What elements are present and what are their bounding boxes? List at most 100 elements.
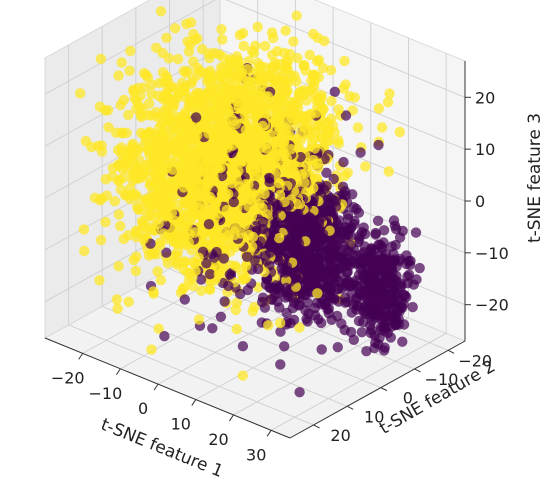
- data-point-series-1: [143, 110, 154, 121]
- data-point-series-1: [100, 174, 112, 185]
- data-point-series-1: [309, 76, 320, 87]
- data-point-series-1: [216, 138, 227, 149]
- data-point-series-1: [384, 88, 395, 99]
- data-point-series-1: [193, 209, 204, 220]
- data-point-series-0: [272, 203, 283, 214]
- data-point-series-0: [255, 236, 266, 247]
- data-point-series-1: [216, 24, 227, 35]
- data-point-series-1: [158, 138, 169, 150]
- data-point-series-1: [78, 224, 90, 235]
- x-tick-mark: [229, 414, 234, 422]
- data-point-series-0: [329, 86, 340, 98]
- data-point-series-1: [230, 223, 242, 234]
- data-point-series-1: [280, 25, 291, 36]
- data-point-series-1: [339, 170, 350, 182]
- data-point-series-1: [124, 65, 135, 77]
- data-point-series-1: [179, 282, 190, 293]
- data-point-series-1: [234, 29, 245, 41]
- data-point-series-1: [202, 88, 213, 100]
- data-point-series-0: [241, 251, 253, 262]
- data-point-series-1: [312, 288, 323, 299]
- data-point-series-0: [356, 327, 368, 338]
- data-point-series-0: [201, 258, 212, 269]
- data-point-series-0: [407, 301, 418, 313]
- y-tick-mark: [447, 349, 455, 354]
- data-point-series-1: [193, 314, 205, 325]
- data-point-series-0: [280, 292, 291, 303]
- data-point-series-1: [273, 232, 285, 244]
- data-point-series-1: [233, 100, 245, 112]
- data-point-series-1: [263, 320, 274, 331]
- data-point-series-0: [337, 181, 349, 192]
- data-point-series-1: [294, 86, 306, 98]
- x-tick-label: −20: [51, 368, 85, 387]
- data-point-series-0: [218, 253, 229, 264]
- data-point-series-1: [240, 260, 252, 272]
- data-point-series-1: [254, 90, 265, 101]
- data-point-series-1: [163, 53, 175, 64]
- data-point-series-0: [303, 308, 314, 319]
- data-point-series-1: [383, 166, 394, 177]
- data-point-series-1: [203, 48, 214, 59]
- data-point-series-1: [123, 109, 134, 121]
- data-point-series-1: [236, 193, 247, 204]
- data-point-series-0: [203, 219, 215, 230]
- data-point-series-0: [338, 156, 349, 168]
- data-point-series-1: [247, 241, 258, 252]
- data-point-series-1: [218, 181, 229, 193]
- data-point-series-0: [223, 280, 234, 292]
- data-point-series-1: [230, 119, 241, 130]
- data-point-series-1: [267, 32, 279, 44]
- data-point-series-1: [373, 103, 385, 114]
- data-point-series-1: [193, 146, 204, 158]
- data-point-series-1: [291, 10, 302, 21]
- data-point-series-1: [376, 122, 388, 133]
- data-point-series-1: [131, 103, 142, 115]
- data-point-series-1: [221, 232, 232, 243]
- data-point-series-1: [236, 67, 247, 79]
- data-point-series-1: [259, 188, 270, 200]
- data-point-series-1: [118, 94, 129, 106]
- data-point-series-0: [211, 246, 222, 258]
- data-point-series-1: [75, 88, 86, 99]
- data-point-series-1: [178, 263, 189, 275]
- y-tick-label: −20: [458, 351, 492, 370]
- data-point-series-1: [128, 84, 139, 96]
- data-point-series-1: [184, 228, 195, 240]
- data-point-series-0: [179, 294, 190, 305]
- data-point-series-0: [316, 344, 327, 355]
- data-point-series-1: [274, 189, 286, 201]
- y-tick-mark: [346, 405, 354, 410]
- data-point-series-0: [388, 215, 400, 226]
- x-tick-mark: [266, 430, 272, 437]
- data-point-series-1: [107, 162, 119, 174]
- z-tick-label: 20: [475, 88, 495, 107]
- data-point-series-0: [215, 311, 227, 322]
- data-point-series-1: [135, 127, 147, 139]
- data-point-series-0: [279, 341, 290, 352]
- data-point-series-1: [241, 215, 252, 226]
- data-point-series-0: [361, 308, 372, 320]
- data-point-series-0: [235, 288, 246, 300]
- data-point-series-1: [184, 158, 195, 169]
- data-point-series-0: [275, 359, 286, 370]
- data-point-series-0: [365, 252, 376, 263]
- data-point-series-0: [373, 139, 384, 151]
- data-point-series-1: [322, 117, 333, 128]
- data-point-series-0: [224, 269, 236, 280]
- data-point-series-1: [311, 55, 323, 67]
- data-point-series-1: [112, 303, 123, 314]
- data-point-series-1: [127, 170, 138, 181]
- data-point-series-1: [244, 100, 255, 112]
- data-point-series-1: [274, 94, 285, 105]
- data-point-series-0: [355, 147, 366, 158]
- data-point-series-1: [156, 173, 167, 184]
- y-axis-line: [289, 340, 466, 439]
- data-point-series-1: [183, 46, 195, 57]
- data-point-series-1: [275, 317, 286, 329]
- data-point-series-1: [250, 158, 261, 169]
- data-point-series-0: [361, 346, 372, 357]
- grid-line-y-floor: [102, 305, 348, 407]
- data-point-series-1: [247, 306, 258, 317]
